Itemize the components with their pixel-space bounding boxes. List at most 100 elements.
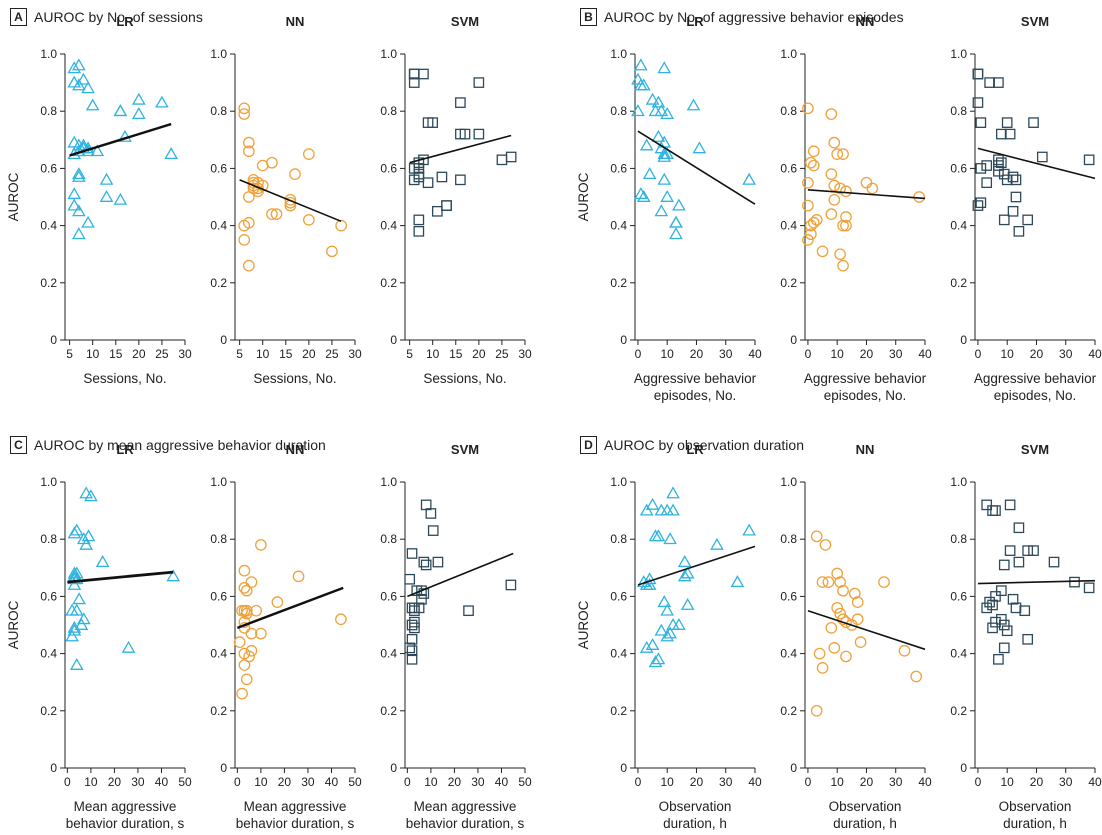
y-tick-label: 0.8 xyxy=(780,532,797,546)
data-point xyxy=(65,629,79,642)
data-point xyxy=(834,248,846,261)
data-point xyxy=(431,205,443,217)
y-axis-title: AUROC xyxy=(6,172,21,221)
data-point xyxy=(828,179,841,192)
panel-header: D AUROC by observation duration xyxy=(580,434,804,456)
data-point xyxy=(634,58,648,71)
data-point xyxy=(648,529,663,542)
panel-a: A AUROC by No. of sessions AUROC LR 0 0.2 0.… xyxy=(6,6,550,406)
data-point xyxy=(981,160,993,171)
data-point xyxy=(420,559,432,571)
data-point xyxy=(90,144,105,157)
data-point xyxy=(404,573,416,585)
data-point xyxy=(837,259,849,272)
y-tick-label: 0.4 xyxy=(610,219,627,233)
y-tick-label: 0.6 xyxy=(210,589,227,603)
y-tick-label: 0 xyxy=(50,761,57,775)
data-point xyxy=(651,652,666,665)
x-axis-title: duration, h xyxy=(833,816,897,831)
data-point xyxy=(810,704,823,717)
subplot-title: LR xyxy=(686,14,704,29)
data-point xyxy=(645,497,660,510)
data-point xyxy=(987,505,998,516)
data-point xyxy=(837,613,849,626)
data-point xyxy=(335,613,347,626)
data-point xyxy=(74,617,89,630)
y-tick-label: 1.0 xyxy=(610,47,627,61)
y-tick-label: 0.6 xyxy=(40,161,57,175)
data-point xyxy=(505,579,517,591)
data-point xyxy=(1036,151,1048,163)
data-point xyxy=(79,537,94,550)
x-tick-label: 0 xyxy=(975,347,982,361)
data-point xyxy=(825,168,838,180)
y-tick-label: 0.2 xyxy=(40,276,57,290)
data-point xyxy=(663,626,677,639)
data-point xyxy=(680,566,695,579)
subplot-title: NN xyxy=(286,442,305,457)
subplot-lr: LR 0 0.2 0.4 0.6 0.8 1.0 0 10 20 30 40 Aggressive be… xyxy=(610,14,762,403)
x-tick-label: 20 xyxy=(108,775,122,789)
y-tick-label: 0 xyxy=(390,761,397,775)
y-tick-label: 0.4 xyxy=(40,647,57,661)
data-point xyxy=(981,499,993,511)
y-tick-label: 0.2 xyxy=(210,276,227,290)
data-point xyxy=(639,503,654,516)
trend-line xyxy=(977,579,1096,585)
x-tick-label: 30 xyxy=(131,775,145,789)
data-point xyxy=(155,95,169,108)
x-axis-title: Aggressive behavior xyxy=(804,371,927,386)
data-point xyxy=(657,595,672,608)
data-point xyxy=(837,219,849,232)
data-point xyxy=(990,505,1001,516)
data-point xyxy=(99,189,114,202)
data-point xyxy=(987,622,998,634)
y-tick-label: 0.6 xyxy=(40,589,57,603)
x-tick-label: 10 xyxy=(831,775,845,789)
x-tick-label: 20 xyxy=(472,347,486,361)
x-tick-label: 15 xyxy=(449,347,463,361)
data-point xyxy=(1022,214,1034,226)
data-point xyxy=(636,78,651,91)
data-point xyxy=(1004,128,1016,140)
data-point xyxy=(910,670,923,683)
y-tick-label: 0.2 xyxy=(380,276,397,290)
data-point xyxy=(255,627,267,640)
subplot-title: NN xyxy=(856,442,875,457)
panel-title: AUROC by No. of aggressive behavior epis… xyxy=(604,9,904,25)
data-point xyxy=(998,619,1010,631)
panel-title: AUROC by observation duration xyxy=(604,437,804,453)
data-point xyxy=(831,148,844,160)
data-point xyxy=(238,659,251,671)
data-point xyxy=(118,129,132,142)
data-point xyxy=(99,172,114,185)
data-point xyxy=(975,163,987,174)
data-point xyxy=(422,177,434,189)
y-tick-label: 1.0 xyxy=(780,47,797,61)
panel-c: C AUROC by mean aggressive behavior dura… xyxy=(6,434,550,834)
subplot-title: NN xyxy=(286,14,305,29)
data-point xyxy=(805,228,817,241)
data-point xyxy=(825,208,838,221)
x-axis-title: Sessions, No. xyxy=(423,371,506,386)
data-point xyxy=(81,81,95,94)
y-tick-label: 0.8 xyxy=(210,104,227,118)
subplot-title: SVM xyxy=(1021,442,1049,457)
x-tick-label: 25 xyxy=(155,347,169,361)
data-point xyxy=(67,526,82,539)
x-tick-label: 5 xyxy=(236,347,243,361)
data-point xyxy=(742,523,756,536)
data-point xyxy=(335,219,348,232)
panel-title: AUROC by mean aggressive behavior durati… xyxy=(34,437,326,453)
data-point xyxy=(993,653,1004,665)
data-point xyxy=(666,617,680,630)
x-axis-title: Aggressive behavior xyxy=(634,371,757,386)
data-point xyxy=(1007,171,1019,183)
x-tick-label: 30 xyxy=(889,347,903,361)
x-tick-label: 10 xyxy=(1001,347,1015,361)
data-point xyxy=(878,576,890,588)
data-point xyxy=(245,627,258,640)
subplot-nn: NN 0 0.2 0.4 0.6 0.8 1.0 0 10 20 30 40 Observation du… xyxy=(780,442,932,831)
data-point xyxy=(409,616,420,628)
data-point xyxy=(657,149,672,162)
